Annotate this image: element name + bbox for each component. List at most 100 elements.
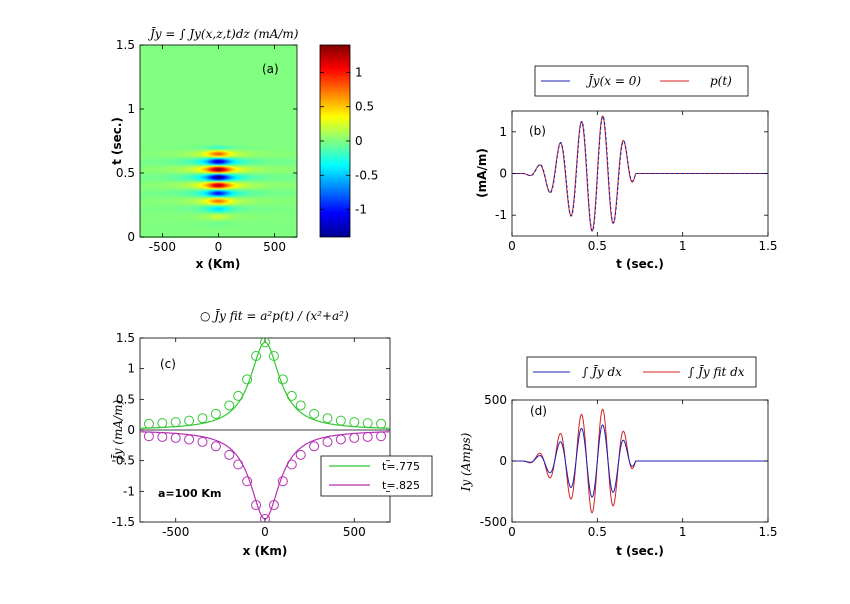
series-jy-x0-line <box>512 115 768 232</box>
panel-b-legend <box>534 65 749 97</box>
panel-c-ytick-label-5: 1 <box>127 362 135 376</box>
legend-label-c1: t=.825 <box>382 479 420 492</box>
legend-label-d1: ∫ J̄y fit dx <box>688 364 745 379</box>
panel-d-xtick-label-0: 0 <box>508 525 516 539</box>
panel-b-ytick-label-1: 0 <box>499 167 507 181</box>
panel-d-xtick-label-3: 1.5 <box>758 525 777 539</box>
legend-label-d0: ∫ J̄y dx <box>582 364 622 379</box>
marker-t775-7 <box>233 390 244 401</box>
panel-b-ylabel: (mA/m) <box>475 148 489 198</box>
marker-t825-18 <box>349 432 360 443</box>
panel-c-xtick-label-2: 500 <box>343 525 366 539</box>
marker-t825-16 <box>322 436 333 447</box>
marker-t825-13 <box>286 459 297 470</box>
panel-c-line: ○ J̄y fit = a²p(t) / (x²+a²) (c) a=100 K… <box>110 308 433 558</box>
panel-a-xtick-label-0: -500 <box>149 240 176 254</box>
panel-c-xtick-label-1: 0 <box>261 525 269 539</box>
panel-a-xtick-label-1: 0 <box>215 240 223 254</box>
marker-t825-19 <box>362 431 373 442</box>
panel-c-ytick-label-6: 1.5 <box>116 331 135 345</box>
panel-a-ytick-label-3: 1.5 <box>116 38 135 52</box>
panel-c-ylabel: J̄y (mA/m) <box>110 400 125 464</box>
panel-b-label: (b) <box>529 124 546 138</box>
series-t775-line <box>140 341 390 429</box>
panel-c-ytick-label-1: -1 <box>123 484 135 498</box>
panel-d-label: (d) <box>530 404 547 418</box>
legend-label-b0: J̄y(x = 0) <box>585 73 641 88</box>
panel-a-ytick-label-2: 1 <box>127 102 135 116</box>
panel-d-xtick-label-1: 0.5 <box>588 525 607 539</box>
marker-t825-4 <box>197 436 208 447</box>
marker-t825-12 <box>277 476 288 487</box>
panel-d-ylabel: Iy (Amps) <box>459 432 473 492</box>
marker-t775-17 <box>335 415 346 426</box>
marker-t775-20 <box>376 418 387 429</box>
colorbar <box>319 44 351 238</box>
marker-t825-8 <box>242 476 253 487</box>
marker-t775-1 <box>157 418 168 429</box>
marker-t775-19 <box>362 418 373 429</box>
panel-a-label: (a) <box>262 62 279 76</box>
marker-t775-0 <box>143 418 154 429</box>
colorbar-tick-label-0: -1 <box>355 203 367 217</box>
marker-t775-14 <box>295 400 306 411</box>
panel-b-line: J̄y(x = 0) p(t) (b) 0 0.5 1 1.5 -1 0 1 t (sec… <box>475 65 778 271</box>
panel-c-label: (c) <box>160 357 176 371</box>
marker-t775-8 <box>242 374 253 385</box>
marker-t775-3 <box>184 415 195 426</box>
marker-t825-6 <box>224 449 235 460</box>
panel-a-xlabel: x (Km) <box>196 257 241 271</box>
marker-t775-5 <box>210 408 221 419</box>
panel-c-ytick-label-3: 0 <box>127 423 135 437</box>
panel-c-ytick-label-0: -1.5 <box>112 515 135 529</box>
marker-t825-11 <box>268 500 279 511</box>
marker-t825-1 <box>157 431 168 442</box>
panel-a-xtick-label-2: 500 <box>263 240 286 254</box>
marker-t825-17 <box>335 434 346 445</box>
colorbar-tick-label-2: 0 <box>355 134 363 148</box>
panel-c-annotation: a=100 Km <box>158 487 221 500</box>
panel-c-xtick-label-0: -500 <box>162 525 189 539</box>
panel-c-xlabel: x (Km) <box>243 544 288 558</box>
marker-t775-16 <box>322 413 333 424</box>
panel-d-ytick-label-0: -500 <box>480 515 507 529</box>
marker-t775-11 <box>268 350 279 361</box>
heatmap-area <box>140 45 297 238</box>
series-p-t-line <box>512 115 768 232</box>
marker-t775-10 <box>260 338 270 348</box>
marker-t825-3 <box>184 434 195 445</box>
marker-t825-2 <box>170 432 181 443</box>
panel-d-ytick-label-2: 500 <box>484 393 507 407</box>
marker-t775-12 <box>277 374 288 385</box>
marker-t775-2 <box>170 417 181 428</box>
marker-t775-6 <box>224 400 235 411</box>
panel-a-title: J̄y = ∫ Jy(x,z,t)dz (mA/m) <box>147 26 299 41</box>
marker-t775-4 <box>197 413 208 424</box>
panel-b-xtick-label-2: 1 <box>679 239 687 253</box>
legend-label-c0: t=.775 <box>382 460 420 473</box>
colorbar-tick-label-3: 0.5 <box>355 100 374 114</box>
panel-b-xtick-label-1: 0.5 <box>588 239 607 253</box>
marker-t825-7 <box>233 459 244 470</box>
panel-b-xtick-label-0: 0 <box>508 239 516 253</box>
panel-c-ytick-label-2: -0.5 <box>112 454 135 468</box>
legend-label-b1: p(t) <box>710 74 732 88</box>
panel-b-xlabel: t (sec.) <box>616 257 664 271</box>
panel-a-heatmap: J̄y = ∫ Jy(x,z,t)dz (mA/m) (a) -500 0 500 … <box>110 26 378 271</box>
colorbar-tick-label-1: -0.5 <box>355 168 378 182</box>
panel-c-legend <box>320 455 433 497</box>
panel-a-ylabel: t (sec.) <box>110 117 124 165</box>
series-int-jy-line <box>512 424 768 498</box>
panel-b-xtick-label-3: 1.5 <box>758 239 777 253</box>
marker-t825-20 <box>376 431 387 442</box>
panel-c-ytick-label-4: 0.5 <box>116 392 135 406</box>
marker-t775-9 <box>251 350 262 361</box>
colorbar-tick-label-4: 1 <box>355 65 363 79</box>
panel-c-title: ○ J̄y fit = a²p(t) / (x²+a²) <box>200 308 349 323</box>
marker-t825-0 <box>143 431 154 442</box>
panel-b-ytick-label-0: -1 <box>495 208 507 222</box>
panel-a-ytick-label-0: 0 <box>127 230 135 244</box>
panel-d-xtick-label-2: 1 <box>679 525 687 539</box>
marker-t825-5 <box>210 441 221 452</box>
